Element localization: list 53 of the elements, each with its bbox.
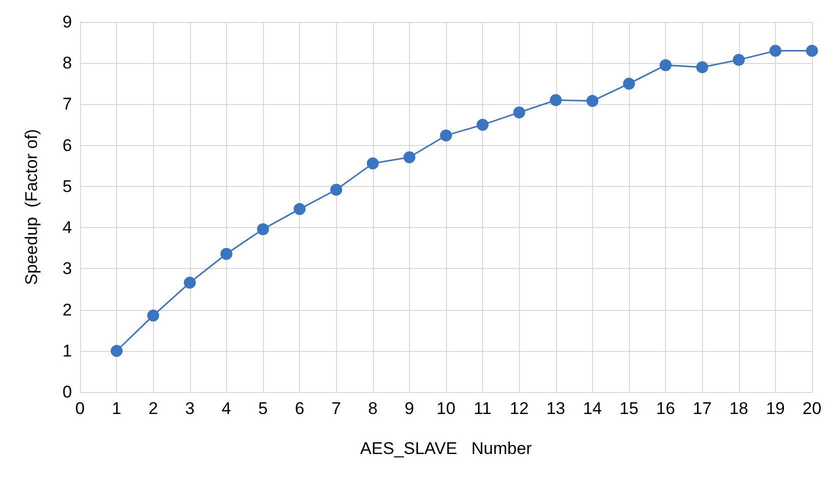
point bbox=[769, 44, 782, 57]
x-tick-label: 20 bbox=[802, 399, 822, 418]
x-tick-label: 3 bbox=[185, 399, 195, 418]
y-tick-label: 9 bbox=[62, 12, 72, 32]
point bbox=[257, 223, 269, 236]
x-tick-label: 14 bbox=[582, 399, 602, 418]
y-tick-label: 2 bbox=[62, 300, 72, 320]
point bbox=[294, 203, 306, 216]
point bbox=[550, 94, 562, 106]
point bbox=[476, 118, 489, 131]
x-tick-label: 6 bbox=[294, 399, 304, 418]
point bbox=[623, 78, 635, 90]
point bbox=[696, 61, 708, 74]
y-tick-label: 1 bbox=[62, 341, 72, 360]
x-tick-label: 0 bbox=[75, 399, 85, 418]
x-tick-label: 15 bbox=[620, 399, 638, 418]
point bbox=[403, 151, 416, 164]
point bbox=[806, 44, 818, 57]
point bbox=[660, 59, 672, 72]
x-tick-label: 11 bbox=[474, 399, 492, 418]
y-tick-label: 0 bbox=[62, 382, 72, 402]
x-tick-label: 4 bbox=[222, 399, 232, 418]
x-tick-label: 8 bbox=[368, 399, 378, 418]
point bbox=[732, 54, 745, 66]
point bbox=[184, 276, 196, 289]
x-tick-label: 12 bbox=[510, 399, 529, 418]
x-tick-label: 18 bbox=[729, 399, 748, 418]
x-tick-label: 7 bbox=[331, 399, 341, 418]
point bbox=[110, 344, 123, 357]
point bbox=[147, 310, 160, 322]
point bbox=[366, 157, 379, 170]
x-tick-label: 9 bbox=[404, 399, 414, 418]
point bbox=[440, 129, 452, 142]
x-tick-label: 2 bbox=[148, 399, 158, 418]
y-tick-label: 3 bbox=[62, 259, 72, 278]
x-axis-title: AES_SLAVE Number bbox=[360, 439, 532, 458]
y-tick-label: 5 bbox=[62, 176, 72, 196]
point bbox=[586, 94, 598, 107]
y-tick-label: 4 bbox=[62, 218, 72, 238]
x-tick-label: 10 bbox=[436, 399, 456, 418]
x-tick-label: 5 bbox=[258, 399, 268, 418]
y-axis-title: Speedup (Factor of) bbox=[22, 129, 41, 285]
y-tick-label: 7 bbox=[62, 94, 72, 114]
x-tick-label: 1 bbox=[112, 399, 122, 418]
point bbox=[513, 106, 526, 118]
x-tick-label: 16 bbox=[656, 399, 676, 418]
x-tick-label: 17 bbox=[692, 399, 712, 418]
y-tick-label: 6 bbox=[62, 136, 72, 155]
y-tick-label: 8 bbox=[62, 54, 72, 73]
point bbox=[330, 184, 342, 196]
x-tick-label: 13 bbox=[546, 399, 566, 418]
x-tick-label: 19 bbox=[766, 399, 785, 418]
point bbox=[220, 248, 232, 260]
